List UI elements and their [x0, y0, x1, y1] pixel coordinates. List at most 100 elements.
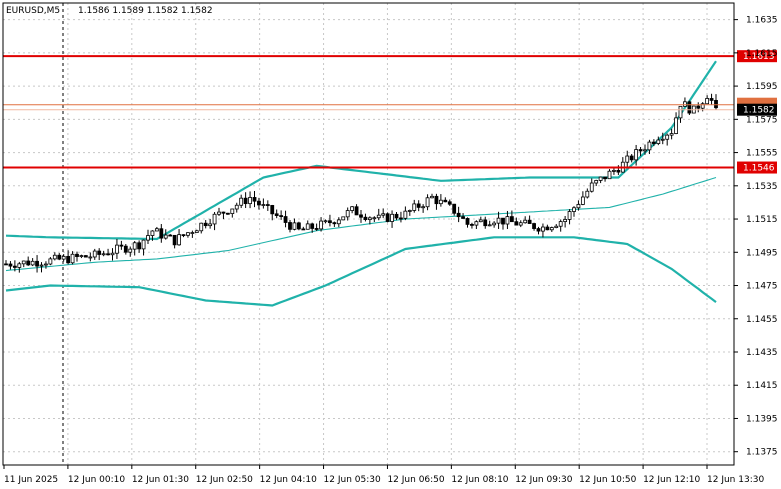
candle-body [332, 222, 337, 225]
candle-body [354, 206, 359, 216]
candle-body [527, 219, 532, 224]
candle-body [549, 227, 554, 231]
candle-body [501, 217, 505, 225]
candle-body [381, 213, 386, 216]
candle-body [359, 214, 363, 218]
candle-body [509, 216, 514, 223]
candle-body [367, 217, 372, 220]
y-tick-label: 1.1375 [746, 448, 778, 458]
candle-body [146, 235, 150, 241]
candle-body [75, 253, 79, 257]
candle [563, 216, 568, 228]
candle-body [461, 216, 465, 219]
candle [132, 240, 137, 256]
y-tick-label: 1.1615 [746, 49, 778, 59]
candle [598, 176, 603, 184]
candle-body [323, 220, 328, 223]
candle [310, 222, 315, 233]
bollinger-bands [5, 60, 717, 307]
candle [625, 150, 630, 169]
y-tick-label: 1.1475 [746, 282, 778, 292]
candle [92, 248, 97, 260]
candle [4, 260, 8, 266]
candle [372, 216, 377, 222]
candle-body [52, 254, 57, 260]
candle [394, 211, 399, 221]
candle-body [714, 100, 718, 109]
candle-body [456, 212, 461, 218]
candle [549, 226, 554, 232]
candle [83, 254, 88, 258]
level-price-label: 1.1613 [743, 52, 775, 62]
candle [665, 133, 670, 146]
level-price-label: 1.1546 [743, 164, 775, 174]
candle-body [514, 221, 519, 226]
candle-body [310, 223, 315, 229]
candle-body [345, 210, 350, 218]
candle-body [110, 252, 115, 256]
candle-body [265, 204, 270, 206]
candle [336, 217, 341, 228]
bollinger-middle-band [5, 176, 717, 272]
bollinger-upper-band [5, 60, 717, 241]
candle [496, 211, 501, 229]
candle [443, 197, 448, 203]
candle [177, 229, 181, 246]
candle [696, 102, 701, 113]
candle [647, 139, 652, 155]
horizontal-levels[interactable]: 1.1613 1.1546 1.1582 [3, 50, 777, 174]
candle-body [505, 216, 510, 225]
candle [558, 219, 563, 232]
candle [97, 248, 102, 261]
candle-body [536, 228, 541, 232]
candle-body [177, 234, 181, 246]
candle-body [283, 216, 288, 223]
candle-body [172, 234, 177, 246]
candle [421, 204, 426, 213]
candle-body [363, 216, 368, 220]
candle [363, 213, 368, 222]
candle-body [572, 207, 576, 212]
candle-body [234, 204, 239, 210]
candle-body [523, 219, 528, 224]
candle-body [660, 138, 665, 141]
candle [412, 199, 417, 213]
candle-body [163, 234, 168, 239]
candle-body [585, 190, 590, 198]
candle [461, 213, 465, 219]
candle [212, 212, 217, 231]
candle [709, 93, 714, 106]
candle-body [61, 255, 66, 260]
candle-body [625, 155, 630, 163]
candle [589, 178, 594, 193]
candle-body [696, 105, 701, 109]
candle-body [83, 255, 88, 258]
candle-body [376, 214, 381, 219]
candle-body [239, 197, 244, 206]
candle-body [412, 203, 417, 211]
candle-body [217, 211, 221, 215]
candle-body [190, 232, 195, 234]
candle-body [465, 218, 470, 225]
y-tick-label: 1.1455 [746, 315, 778, 325]
candle-body [97, 250, 102, 255]
candle-body [208, 223, 213, 227]
y-tick-label: 1.1635 [746, 16, 778, 26]
candle [478, 216, 483, 223]
candle [234, 202, 239, 213]
candle-body [101, 253, 106, 256]
candle-body [12, 265, 17, 268]
candle-body [279, 215, 284, 217]
candle [509, 210, 514, 223]
candle [456, 206, 461, 223]
candle [110, 248, 115, 261]
candle [301, 226, 306, 231]
candle [603, 176, 607, 182]
candle-body [168, 234, 173, 237]
candle [705, 95, 710, 105]
candle-body [563, 219, 568, 222]
candle-body [341, 216, 346, 221]
candle-body [221, 211, 226, 214]
candle [367, 216, 372, 225]
